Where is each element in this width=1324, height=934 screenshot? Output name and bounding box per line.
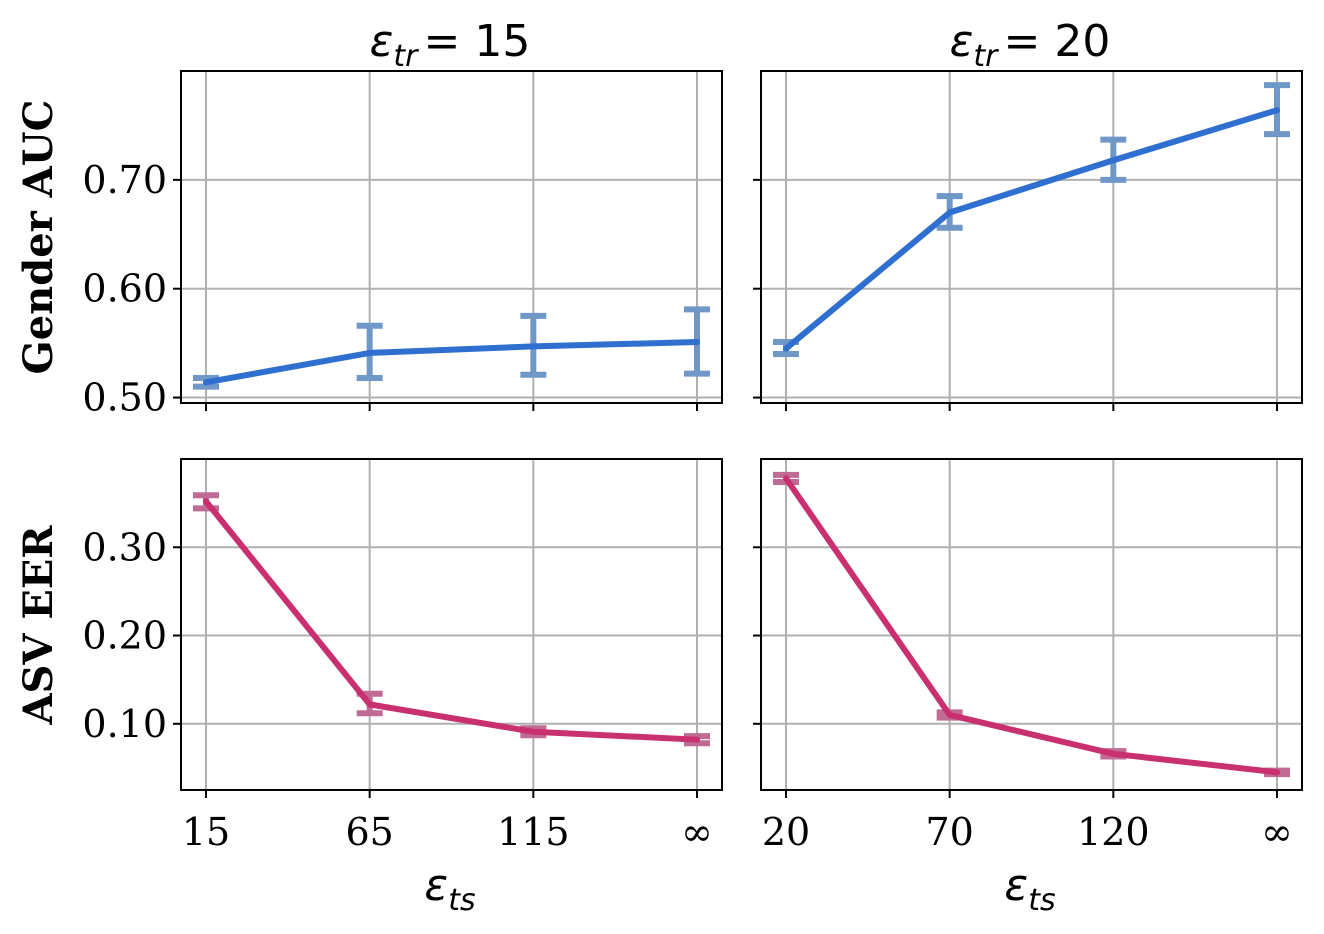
series-line: [203, 339, 700, 386]
xlabel-left: εts: [424, 860, 475, 918]
title-sub: tr: [393, 39, 419, 74]
y-tick-label: 0.50: [82, 376, 167, 420]
y-tick-label: 0.20: [82, 614, 167, 658]
y-tick-label: 0.60: [82, 267, 167, 311]
data-point: [366, 701, 373, 708]
x-tick-label: 120: [1077, 810, 1150, 854]
x-tick-label: ∞: [1261, 810, 1293, 854]
col-title-left: εtr = 15: [370, 16, 531, 74]
title-symbol: ε: [370, 16, 394, 67]
title-sub: tr: [973, 39, 999, 74]
panels: 0.50 0.60 0.70 15 65 115 ∞ 0.10 0.20 0.30 20 70 120 ∞: [82, 70, 1303, 854]
data-point: [1110, 157, 1117, 164]
data-point: [946, 209, 953, 216]
xlabel-symbol: ε: [424, 860, 448, 911]
data-point: [530, 343, 537, 350]
panel-2: 15 65 115 ∞ 0.10 0.20 0.30: [82, 458, 723, 854]
data-point: [203, 379, 209, 386]
title-value: = 15: [424, 16, 531, 67]
data-point: [783, 475, 789, 482]
axes-frame: [180, 458, 723, 791]
data-point: [366, 349, 373, 356]
data-point: [1110, 750, 1117, 757]
data-point: [203, 498, 209, 505]
panel-0: 0.50 0.60 0.70: [82, 70, 723, 420]
xlabel-sub: ts: [1028, 883, 1055, 918]
x-tick-label: 20: [762, 810, 810, 854]
data-point: [1274, 769, 1280, 776]
y-tick-label: 0.10: [82, 702, 167, 746]
data-point: [694, 736, 700, 743]
axes-frame: [180, 70, 723, 404]
ylabel-bottom: ASV EER: [15, 525, 62, 726]
data-point: [783, 345, 789, 352]
x-tick-label: 115: [497, 810, 570, 854]
col-title-right: εtr = 20: [950, 16, 1111, 74]
axes-frame: [760, 458, 1303, 791]
panel-3: 20 70 120 ∞: [753, 458, 1303, 854]
title-symbol: ε: [950, 16, 974, 67]
data-point: [694, 339, 700, 346]
ylabel-top: Gender AUC: [15, 100, 62, 375]
panel-1: [753, 70, 1303, 411]
xlabel-symbol: ε: [1004, 860, 1028, 911]
series-line: [203, 498, 700, 743]
x-tick-label: 65: [345, 810, 393, 854]
data-point: [530, 728, 537, 735]
x-tick-label: 70: [925, 810, 973, 854]
y-tick-label: 0.70: [82, 158, 167, 202]
series-line: [783, 107, 1280, 352]
y-tick-label: 0.30: [82, 525, 167, 569]
data-point: [1274, 107, 1280, 114]
series-line: [783, 475, 1280, 776]
x-tick-label: 15: [182, 810, 230, 854]
xlabel-right: εts: [1004, 860, 1055, 918]
data-point: [946, 711, 953, 718]
axes-frame: [760, 70, 1303, 404]
title-value: = 20: [1004, 16, 1111, 67]
x-tick-label: ∞: [681, 810, 713, 854]
xlabel-sub: ts: [448, 883, 475, 918]
